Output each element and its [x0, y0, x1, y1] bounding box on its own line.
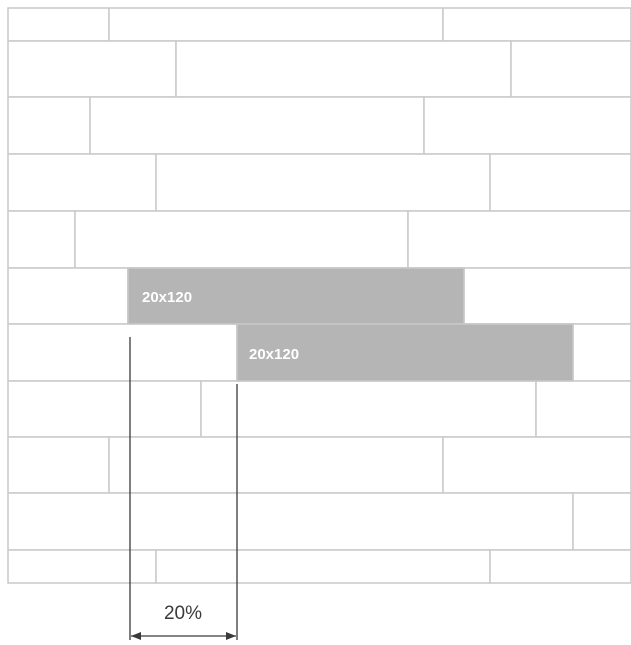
tile-r3-2 [89, 96, 425, 155]
tile-r2-3 [510, 40, 631, 98]
tile-r8-1 [7, 380, 202, 438]
tile-r8-3 [535, 380, 631, 438]
tile-r4-2 [155, 153, 491, 212]
highlighted-tile-1: 20x120 [127, 267, 465, 325]
tile-r5-3 [407, 210, 631, 269]
tile-r4-3 [489, 153, 631, 212]
tile-r6-3 [463, 267, 631, 325]
tile-r9-2 [108, 436, 444, 494]
tile-r1-1 [7, 7, 110, 42]
tile-r4-1 [7, 153, 157, 212]
tile-r7-3 [572, 323, 631, 382]
tile-r5-1 [7, 210, 76, 269]
tile-r3-3 [423, 96, 631, 155]
highlighted-tile-2: 20x120 [236, 323, 574, 382]
highlighted-tile-1-label: 20x120 [142, 289, 192, 306]
tile-r11-2 [155, 549, 491, 584]
offset-dimension: 20% [129, 337, 238, 640]
tile-r9-1 [7, 436, 110, 494]
highlighted-tile-2-shape [236, 323, 574, 382]
tile-r6-1 [7, 267, 129, 325]
tile-r1-3 [442, 7, 631, 42]
dimension-arrow-left-icon [131, 632, 141, 640]
tile-r10-2 [572, 492, 631, 551]
tile-r2-1 [7, 40, 177, 98]
tile-r5-2 [74, 210, 409, 269]
tile-r11-1 [7, 549, 157, 584]
tile-r9-3 [442, 436, 631, 494]
dimension-arrow-right-icon [226, 632, 236, 640]
tile-r8-2 [200, 380, 537, 438]
tile-r7-1 [7, 323, 238, 382]
highlighted-tile-2-label: 20x120 [249, 346, 299, 363]
tile-r10-1 [7, 492, 574, 551]
tile-r3-1 [7, 96, 91, 155]
offset-label: 20% [164, 603, 202, 624]
tile-r1-2 [108, 7, 444, 42]
tile-r2-2 [175, 40, 512, 98]
tile-r11-3 [489, 549, 631, 584]
